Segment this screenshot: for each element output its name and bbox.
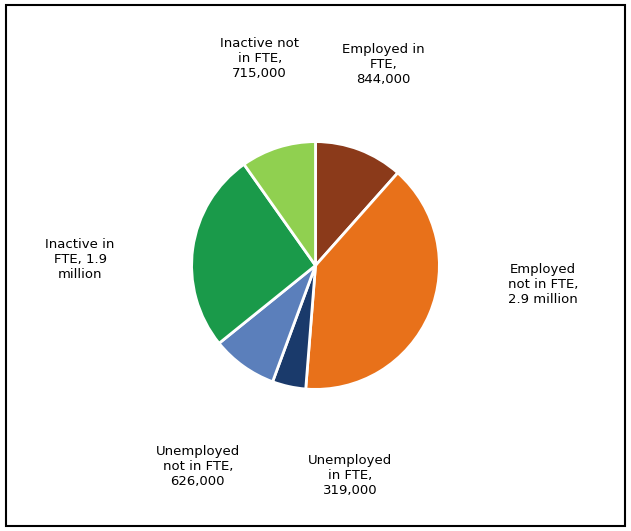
Text: Employed
not in FTE,
2.9 million: Employed not in FTE, 2.9 million xyxy=(507,263,578,305)
Text: Inactive in
FTE, 1.9
million: Inactive in FTE, 1.9 million xyxy=(45,238,115,281)
Text: Unemployed
not in FTE,
626,000: Unemployed not in FTE, 626,000 xyxy=(156,445,240,488)
Wedge shape xyxy=(316,142,398,266)
Text: Inactive not
in FTE,
715,000: Inactive not in FTE, 715,000 xyxy=(220,37,299,80)
Wedge shape xyxy=(244,142,316,266)
Wedge shape xyxy=(192,164,316,343)
Wedge shape xyxy=(273,266,316,389)
Wedge shape xyxy=(305,173,439,389)
Text: Unemployed
in FTE,
319,000: Unemployed in FTE, 319,000 xyxy=(308,454,392,497)
Wedge shape xyxy=(219,266,316,382)
Text: Employed in
FTE,
844,000: Employed in FTE, 844,000 xyxy=(343,43,425,86)
